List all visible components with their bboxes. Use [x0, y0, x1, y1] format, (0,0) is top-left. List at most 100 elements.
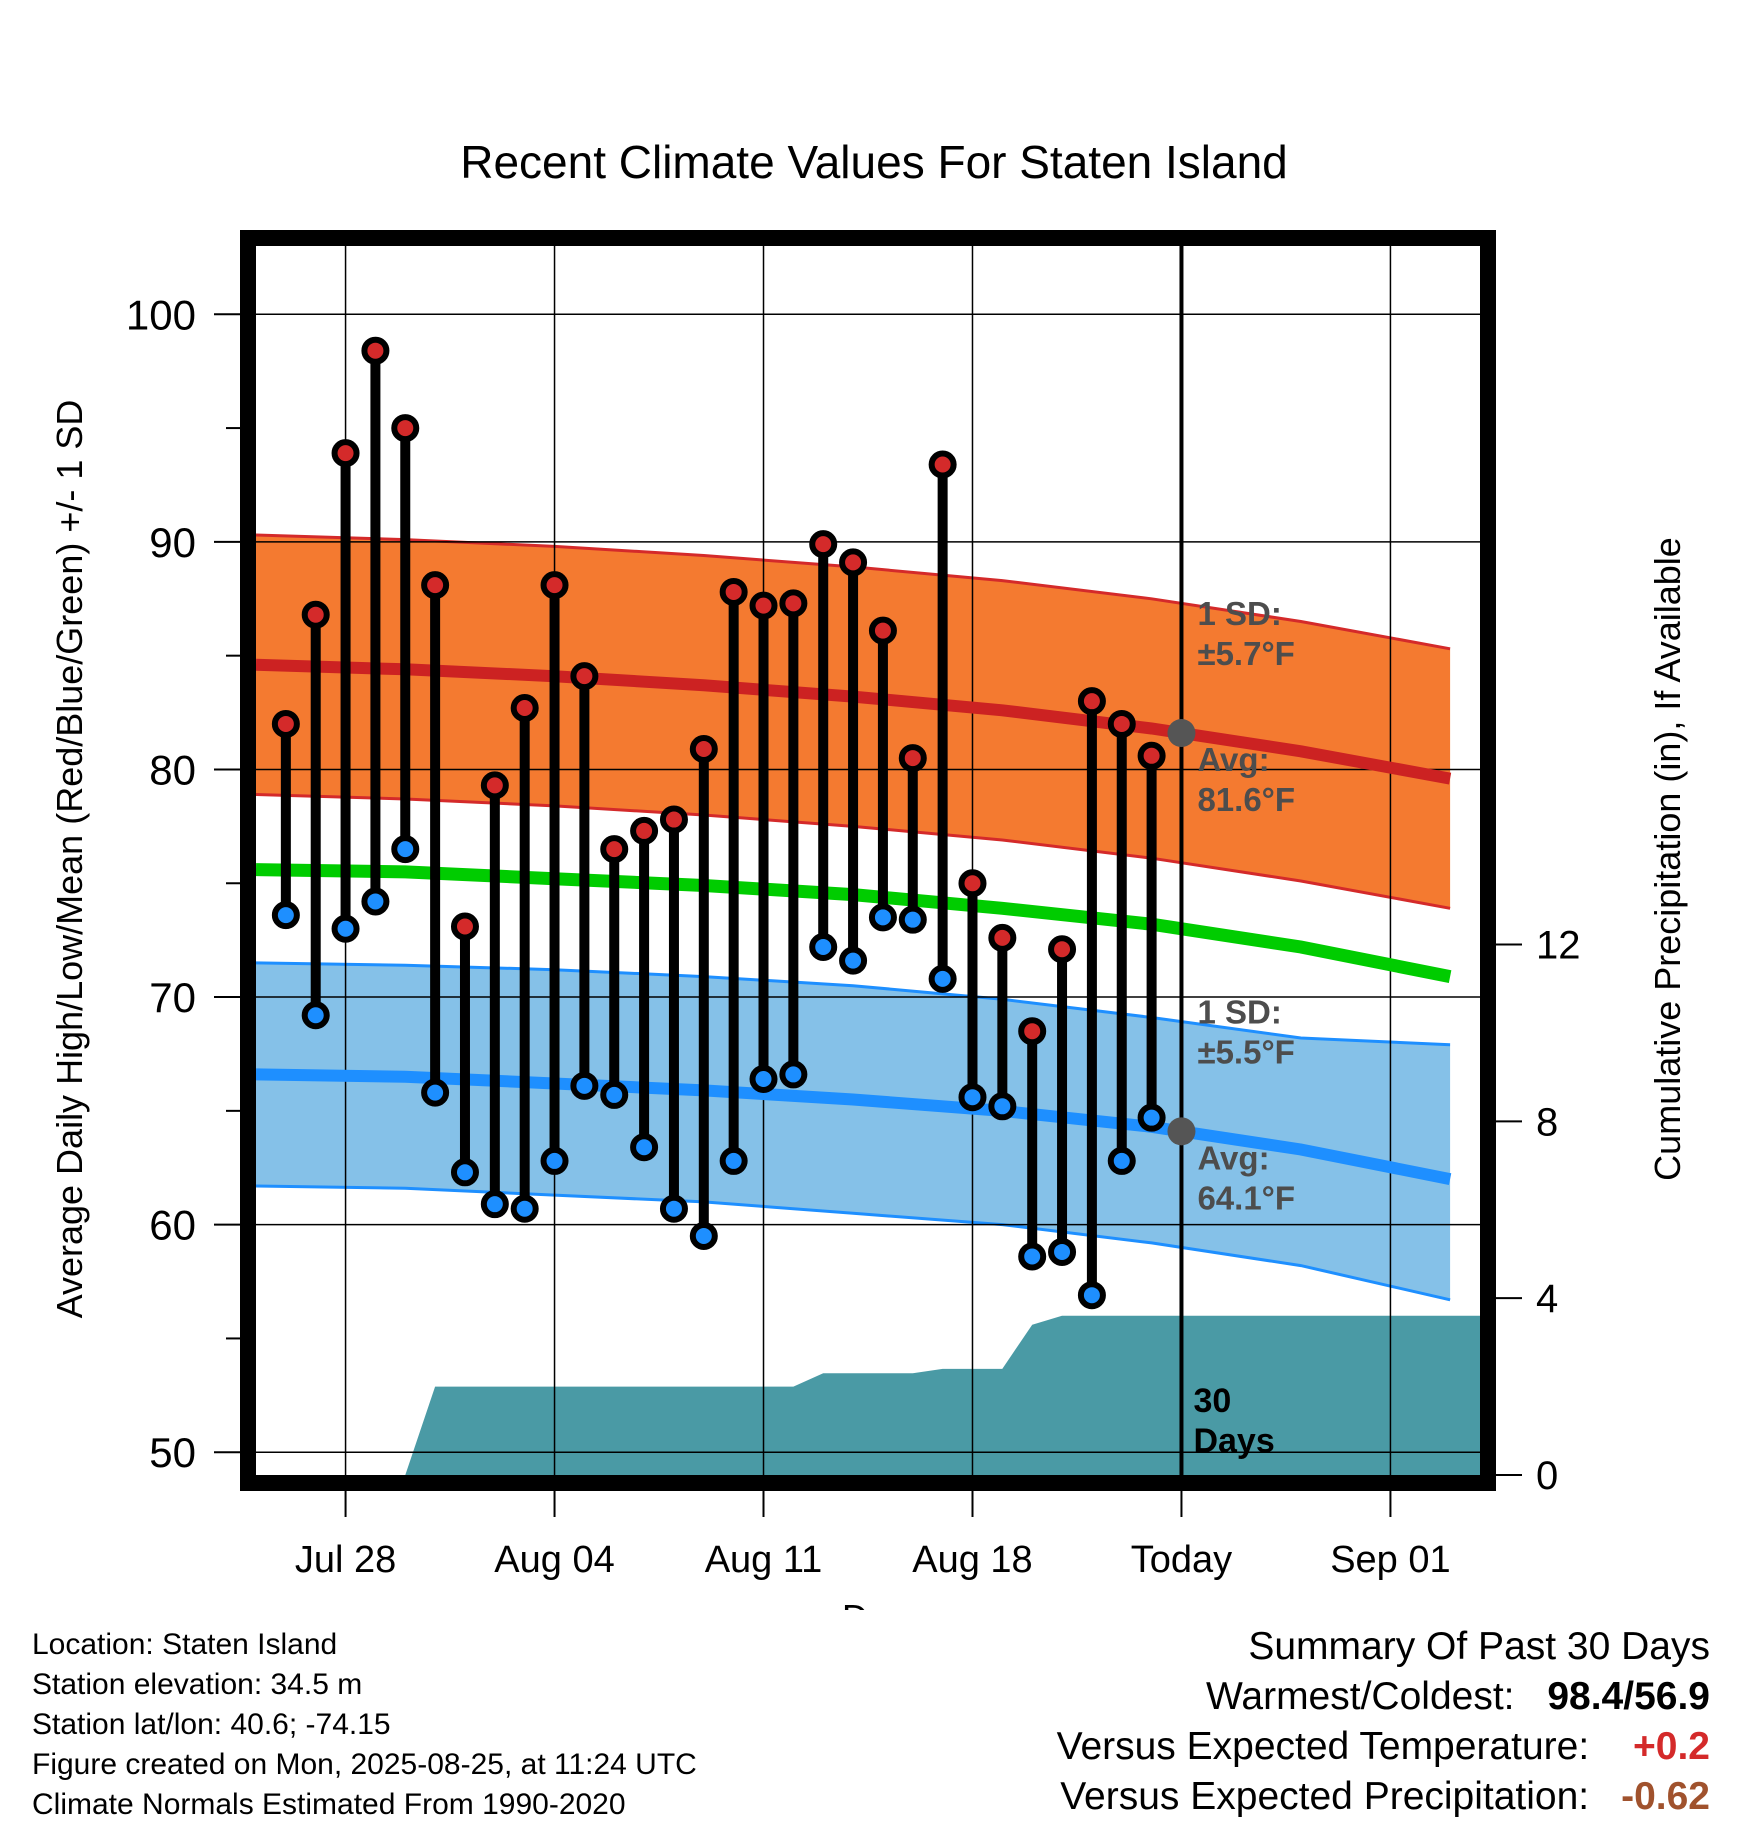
station-info: Location: Staten Island Station elevatio…: [32, 1625, 697, 1825]
x-tick-label: Aug 04: [494, 1539, 614, 1581]
daily-high-point: [1137, 741, 1166, 770]
daily-high-point: [361, 336, 390, 365]
summary-temp: Versus Expected Temperature: +0.2: [1057, 1722, 1710, 1772]
daily-low-point: [540, 1146, 569, 1175]
daily-high-point: [421, 571, 450, 600]
daily-high-point: [301, 600, 330, 629]
daily-low-point: [898, 905, 927, 934]
daily-low-point: [391, 835, 420, 864]
plot-area: [256, 246, 1480, 1475]
today-high-avg-marker: [1167, 719, 1196, 748]
y2-tick-label: 0: [1536, 1454, 1558, 1498]
y2-axis-label: Cumulative Precipitation (in), If Availa…: [1647, 537, 1688, 1181]
latlon-text: Station lat/lon: 40.6; -74.15: [32, 1708, 391, 1741]
chart-title: Recent Climate Values For Staten Island: [460, 136, 1288, 188]
low-sd-upper-edge: [256, 961, 1451, 1047]
y-tick-label: 60: [149, 1202, 196, 1249]
daily-high-point: [450, 912, 479, 941]
precip-anomaly-label: Versus Expected Precipitation:: [1060, 1775, 1590, 1818]
daily-low-point: [809, 932, 838, 961]
daily-low-point: [1137, 1103, 1166, 1132]
daily-low-point: [719, 1146, 748, 1175]
daily-low-point: [928, 964, 957, 993]
daily-low-point: [1107, 1146, 1136, 1175]
daily-high-point: [868, 616, 897, 645]
x-tick-label: Aug 11: [705, 1539, 823, 1581]
daily-low-point: [450, 1158, 479, 1187]
low-avg-value: 64.1°F: [1197, 1179, 1295, 1216]
x-axis-label: Day: [842, 1597, 906, 1610]
daily-low-point: [331, 914, 360, 943]
daily-low-point: [570, 1071, 599, 1100]
today-days-number: 30: [1193, 1382, 1231, 1420]
daily-low-point: [868, 903, 897, 932]
summary-heading: Summary Of Past 30 Days: [1248, 1625, 1710, 1668]
daily-low-point: [421, 1078, 450, 1107]
normals-text: Climate Normals Estimated From 1990-2020: [32, 1788, 626, 1821]
daily-high-point: [749, 591, 778, 620]
daily-high-point: [600, 835, 629, 864]
daily-low-point: [839, 946, 868, 975]
today-low-avg-marker: [1167, 1117, 1196, 1146]
location-text: Location: Staten Island: [32, 1628, 338, 1661]
daily-low-point: [480, 1190, 509, 1219]
daily-low-point: [958, 1083, 987, 1112]
y-tick-label: 100: [126, 291, 196, 338]
daily-high-point: [809, 530, 838, 559]
daily-high-point: [659, 805, 688, 834]
daily-high-point: [1077, 687, 1106, 716]
precipitation-area: [285, 1315, 1480, 1475]
daily-low-point: [301, 1001, 330, 1030]
daily-low-point: [689, 1222, 718, 1251]
y2-tick-label: 4: [1536, 1277, 1558, 1321]
plot-frame: [240, 230, 1496, 1491]
daily-high-point: [570, 662, 599, 691]
climate-chart: Recent Climate Values For Staten Island …: [49, 136, 1688, 1610]
x-tick-label: Aug 18: [912, 1539, 1032, 1581]
summary-panel: Summary Of Past 30 Days Warmest/Coldest:…: [1057, 1622, 1710, 1822]
elevation-text: Station elevation: 34.5 m: [32, 1668, 363, 1701]
daily-high-point: [719, 577, 748, 606]
daily-high-point: [1107, 709, 1136, 738]
precip-anomaly-value: -0.62: [1621, 1775, 1710, 1818]
daily-high-point: [898, 744, 927, 773]
daily-high-point: [839, 548, 868, 577]
daily-low-point: [779, 1060, 808, 1089]
temp-anomaly-value: +0.2: [1633, 1725, 1710, 1768]
created-text: Figure created on Mon, 2025-08-25, at 11…: [32, 1748, 697, 1781]
daily-high-point: [510, 694, 539, 723]
low-sd-value: ±5.5°F: [1197, 1033, 1294, 1070]
low-sd-lower-edge: [256, 1184, 1451, 1302]
daily-high-point: [988, 923, 1017, 952]
daily-high-point: [480, 771, 509, 800]
x-tick-label: Jul 28: [295, 1539, 396, 1581]
daily-high-point: [958, 869, 987, 898]
low-average-line: [256, 1068, 1452, 1185]
warm-cold-value: 98.4/56.9: [1547, 1675, 1710, 1718]
daily-low-point: [510, 1194, 539, 1223]
axes: 50 60 70 80 90 100 0 4 8 12 Jul 28 Aug 04 Aug 11 Aug …: [126, 230, 1581, 1581]
daily-high-point: [689, 734, 718, 763]
y-tick-label: 70: [149, 974, 196, 1021]
high-sd-label: 1 SD:: [1197, 595, 1281, 632]
daily-low-point: [659, 1194, 688, 1223]
daily-low-point: [271, 901, 300, 930]
daily-high-point: [1018, 1017, 1047, 1046]
x-tick-label: Sep 01: [1330, 1539, 1450, 1581]
daily-high-point: [271, 709, 300, 738]
daily-low-point: [988, 1092, 1017, 1121]
daily-high-point: [1048, 935, 1077, 964]
y2-tick-label: 8: [1536, 1100, 1558, 1144]
y-tick-label: 80: [149, 746, 196, 793]
daily-low-point: [1077, 1281, 1106, 1310]
summary-warm-cold: Warmest/Coldest: 98.4/56.9: [1057, 1672, 1710, 1722]
y2-tick-label: 12: [1536, 923, 1581, 967]
temp-anomaly-label: Versus Expected Temperature:: [1056, 1725, 1590, 1768]
daily-high-point: [630, 816, 659, 845]
daily-high-point: [779, 589, 808, 618]
daily-high-point: [391, 414, 420, 443]
high-avg-label: Avg:: [1197, 741, 1269, 778]
daily-low-point: [1048, 1237, 1077, 1266]
x-tick-label: Today: [1131, 1539, 1232, 1581]
